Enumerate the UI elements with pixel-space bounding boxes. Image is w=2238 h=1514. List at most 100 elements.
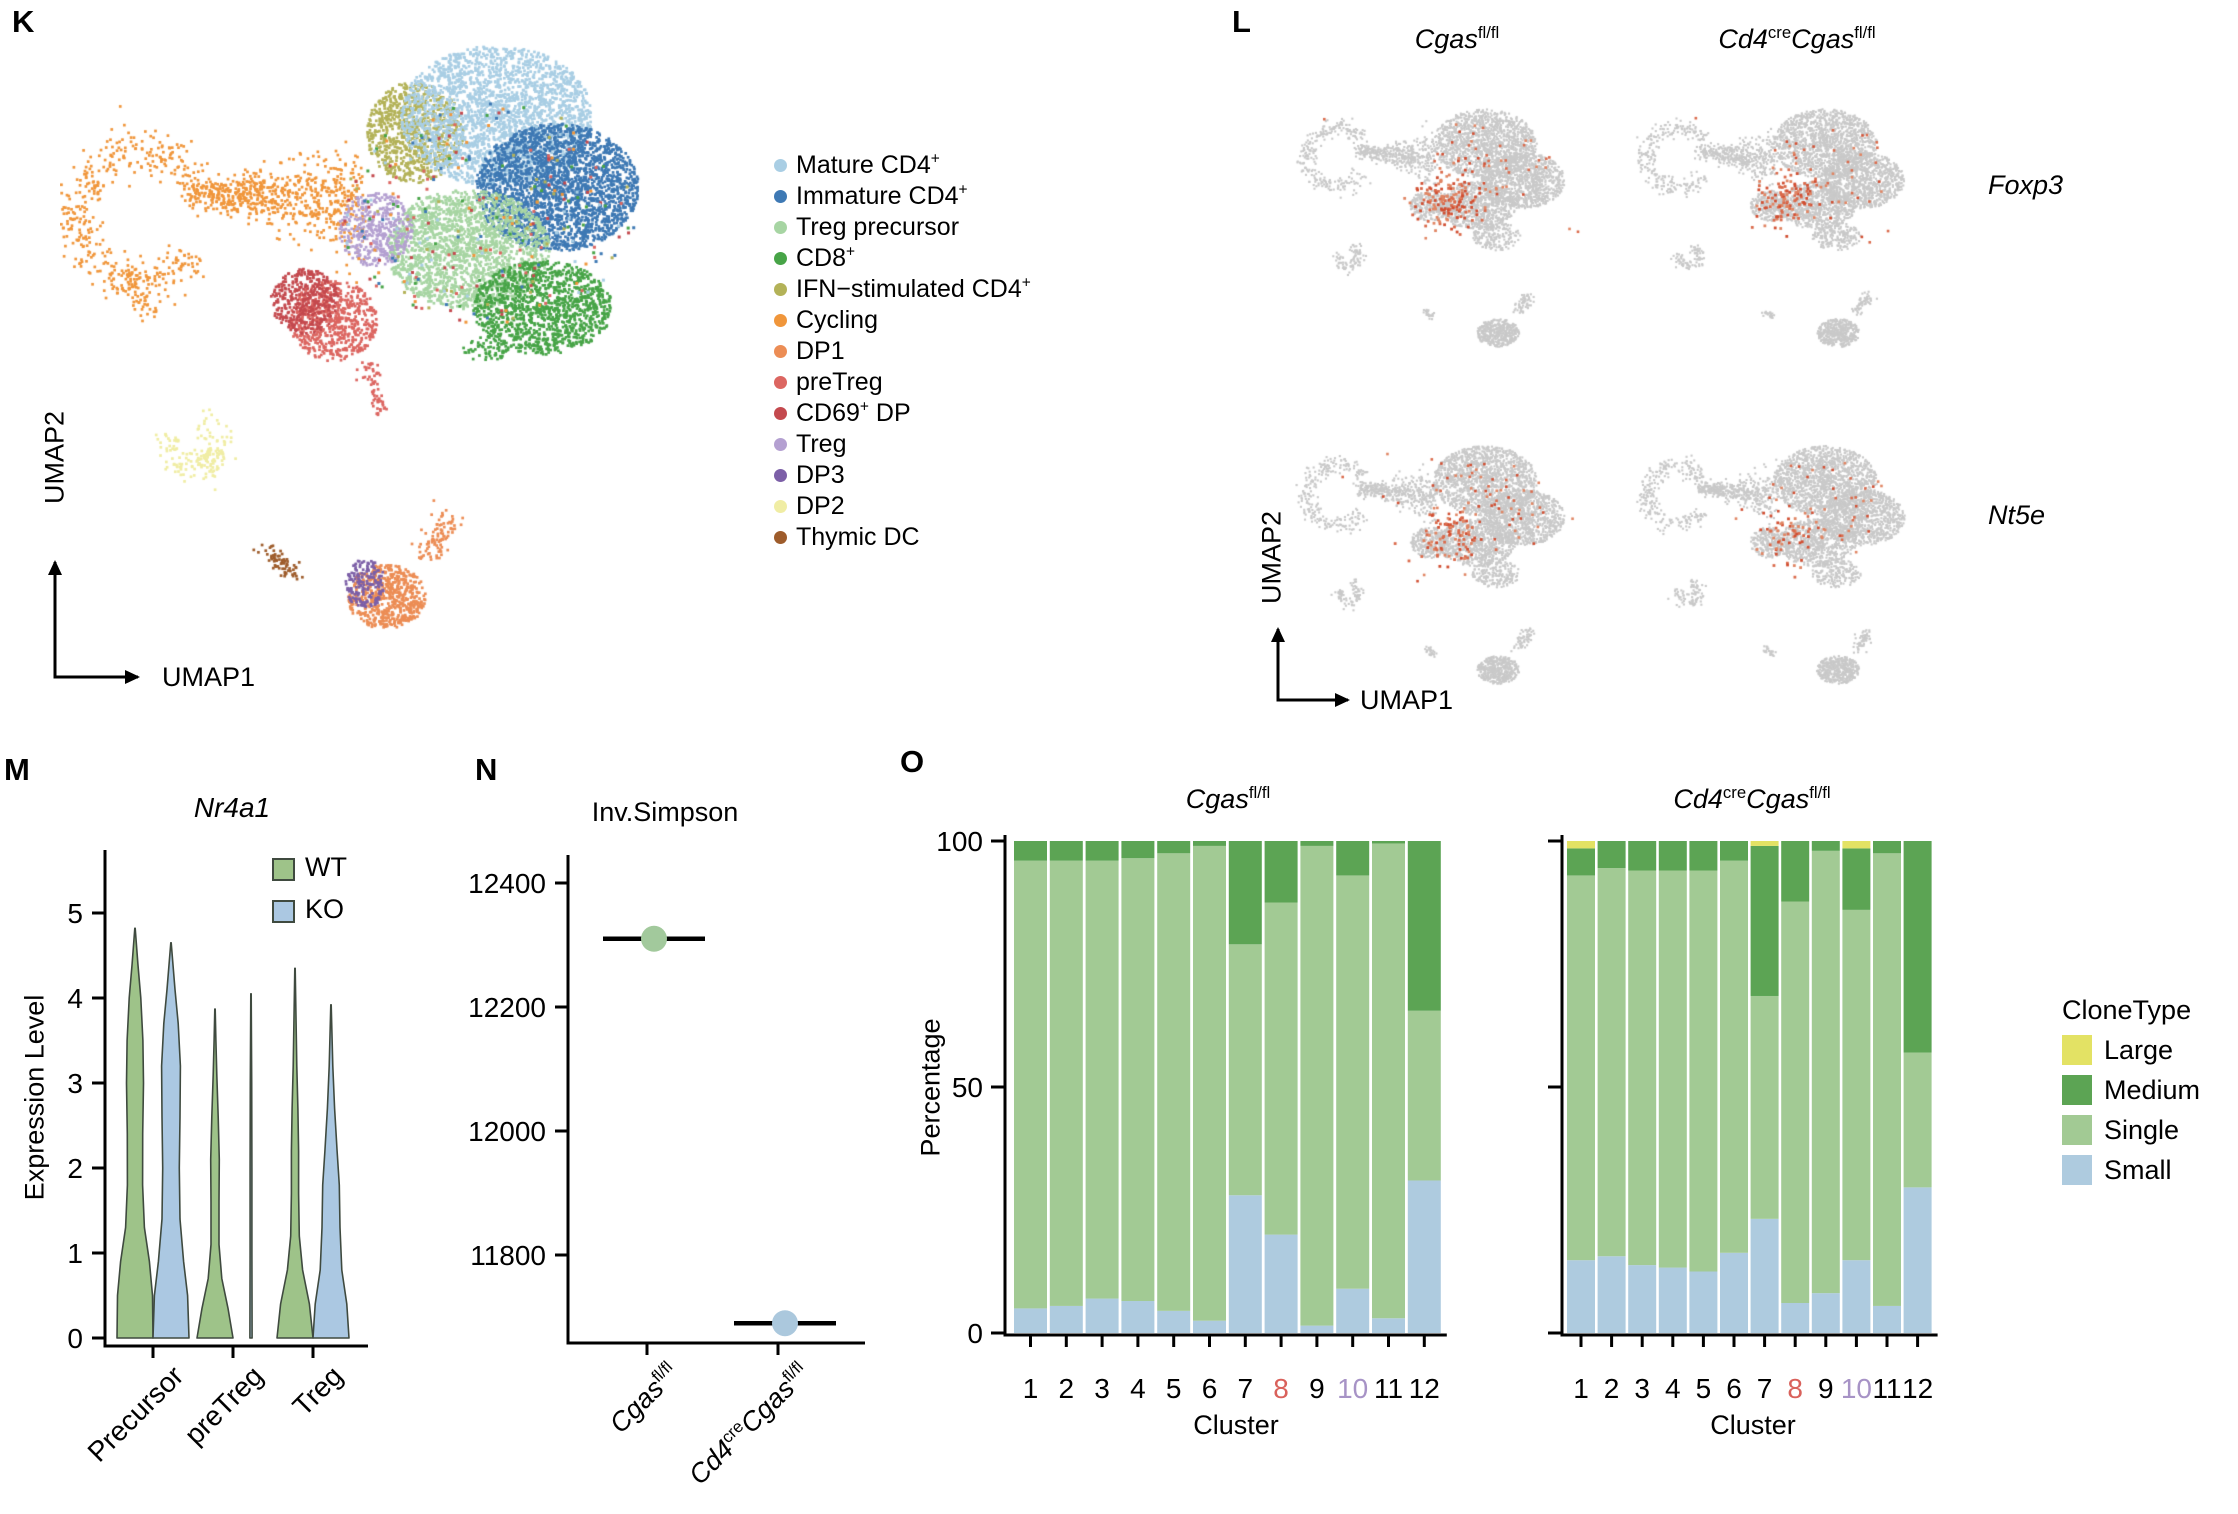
o-x-tick-label-10: 10: [1337, 1373, 1368, 1404]
clonetype-legend: Large Medium Single Small: [2062, 1030, 2200, 1190]
m-y-tick-label: 1: [67, 1238, 83, 1269]
o-legend-item-small: Small: [2062, 1150, 2200, 1190]
feature-umap-nt5e-cgas-canvas: [1295, 425, 1620, 705]
o-bar-c2-cluster2-single: [1597, 868, 1626, 1257]
k-legend-dot-dp1: [774, 345, 787, 358]
o-bar-c1-cluster10-small: [1336, 1288, 1370, 1333]
o-bar-c1-cluster3-medium: [1085, 841, 1119, 861]
o-x-tick-label-5: 5: [1166, 1373, 1182, 1404]
o-bar-c2-cluster3-medium: [1628, 841, 1657, 871]
o-bar-c2-cluster5-single: [1689, 870, 1718, 1272]
o-bar-c1-cluster6-small: [1193, 1320, 1226, 1333]
o-y-tick-label: 100: [936, 826, 983, 857]
m-y-tick-label: 2: [67, 1153, 83, 1184]
o-bar-c2-cluster2-medium: [1597, 841, 1626, 869]
o-bar-c2-cluster12-medium: [1903, 841, 1932, 1053]
o-bar-c2-cluster10-medium: [1842, 848, 1871, 910]
o-bar-c2-cluster1-medium: [1567, 848, 1595, 876]
k-legend-dot-thymic-dc: [774, 531, 787, 544]
o-bar-c2-cluster8-medium: [1781, 841, 1810, 902]
panel-o-label: O: [900, 744, 925, 779]
k-legend-dot-ifn-stimulated-cd4: [774, 283, 787, 296]
o-bar-c1-cluster12-medium: [1407, 841, 1441, 1011]
o-bar-c1-cluster4-small: [1121, 1301, 1155, 1333]
o-bar-c1-cluster9-small: [1300, 1325, 1334, 1333]
o-x-tick-label-2: 2: [1604, 1373, 1620, 1404]
o-x-tick-label-11: 11: [1374, 1373, 1403, 1404]
o-x-tick-label-11: 11: [1872, 1373, 1901, 1404]
o-bar-c1-cluster11-small: [1372, 1318, 1405, 1333]
o-x-tick-label-2: 2: [1059, 1373, 1075, 1404]
o-bar-c2-cluster7-medium: [1750, 845, 1779, 996]
o-bar-c1-cluster1-single: [1014, 860, 1047, 1309]
o-bar-c2-cluster7-large: [1750, 841, 1779, 846]
n-y-tick-label: 12200: [468, 992, 546, 1023]
o-x-tick-label-4: 4: [1130, 1373, 1146, 1404]
o-x-tick-label-6: 6: [1202, 1373, 1218, 1404]
feature-umap-foxp3-cd4cre-canvas: [1635, 88, 1960, 368]
m-legend-ko-swatch: [272, 900, 295, 923]
o-chart1-xlabel: Cluster: [1193, 1410, 1279, 1440]
m-y-tick-label: 0: [67, 1323, 83, 1354]
o-bar-c2-cluster10-small: [1842, 1260, 1871, 1333]
o-bar-c1-cluster11-single: [1372, 843, 1405, 1319]
k-legend-item-cd8: CD8+: [774, 243, 1031, 274]
o-bar-c2-cluster10-single: [1842, 909, 1871, 1261]
o-legend-swatch-medium: [2062, 1075, 2092, 1105]
o-bar-c1-cluster3-single: [1085, 860, 1119, 1299]
k-legend-label: IFN−stimulated CD4+: [796, 274, 1031, 303]
o-bar-c1-cluster2-single: [1049, 860, 1083, 1306]
o-chart2-title: Cd4creCgasfl/fl: [1673, 783, 1831, 814]
o-bar-c2-cluster6-single: [1720, 860, 1748, 1253]
k-legend-item-cd69-dp: CD69+ DP: [774, 398, 1031, 429]
o-x-tick-label-1: 1: [1573, 1373, 1589, 1404]
l-umap1-axis-label: UMAP1: [1360, 685, 1454, 715]
o-bar-c1-cluster4-medium: [1121, 841, 1155, 859]
o-bar-c1-cluster3-small: [1085, 1298, 1119, 1333]
k-legend-dot-immature-cd4: [774, 190, 787, 203]
k-legend-label: Cycling: [796, 306, 878, 334]
m-y-tick-label: 5: [67, 898, 83, 929]
k-legend-dot-dp3: [774, 469, 787, 482]
k-legend-label: preTreg: [796, 368, 883, 396]
o-bar-c2-cluster12-small: [1903, 1187, 1932, 1333]
m-violin-precursor-ko: [152, 942, 190, 1339]
o-bar-c2-cluster11-medium: [1873, 841, 1901, 854]
o-bar-c2-cluster4-single: [1658, 870, 1687, 1268]
o-bar-c1-cluster2-medium: [1049, 841, 1083, 861]
k-legend-label: Immature CD4+: [796, 181, 968, 210]
o-x-tick-label-4: 4: [1665, 1373, 1681, 1404]
k-legend-label: CD69+ DP: [796, 398, 911, 427]
o-x-tick-label-9: 9: [1309, 1373, 1325, 1404]
k-legend-label: DP2: [796, 492, 845, 520]
k-legend-label: DP3: [796, 461, 845, 489]
k-legend-label: Thymic DC: [796, 523, 920, 551]
l-col-title-cd4cre: Cd4creCgasfl/fl: [1718, 23, 1876, 54]
o-x-tick-label-3: 3: [1094, 1373, 1110, 1404]
umap-cluster-legend: Mature CD4+ Immature CD4+ Treg precursor CD…: [774, 150, 1031, 553]
o-bar-c1-cluster6-medium: [1193, 841, 1226, 846]
l-row-label-foxp3: Foxp3: [1988, 170, 2064, 200]
o-y-tick-label: 50: [952, 1072, 983, 1103]
n-dot-cgas-flfl: [641, 925, 667, 952]
o-bar-c2-cluster7-small: [1750, 1218, 1779, 1333]
n-y-tick-label: 12400: [468, 868, 546, 899]
m-legend-wt-swatch: [272, 858, 295, 881]
o-bar-c1-cluster9-medium: [1300, 841, 1334, 846]
axis-arrowhead: [48, 560, 62, 575]
o-x-tick-label-3: 3: [1634, 1373, 1650, 1404]
k-umap2-axis-label: UMAP2: [39, 410, 70, 505]
o-bar-c2-cluster1-single: [1567, 875, 1595, 1261]
o-x-tick-label-8: 8: [1787, 1373, 1803, 1404]
o-x-tick-label-9: 9: [1818, 1373, 1834, 1404]
o-bar-c2-cluster4-small: [1658, 1267, 1687, 1333]
m-legend-wt-label: WT: [305, 852, 347, 882]
m-y-tick-label: 3: [67, 1068, 83, 1099]
k-legend-item-dp3: DP3: [774, 460, 1031, 491]
o-bar-c2-cluster7-single: [1750, 995, 1779, 1219]
o-legend-label: Large: [2104, 1034, 2174, 1065]
o-bar-c2-cluster8-single: [1781, 901, 1810, 1303]
o-bar-c1-cluster7-small: [1228, 1195, 1262, 1333]
